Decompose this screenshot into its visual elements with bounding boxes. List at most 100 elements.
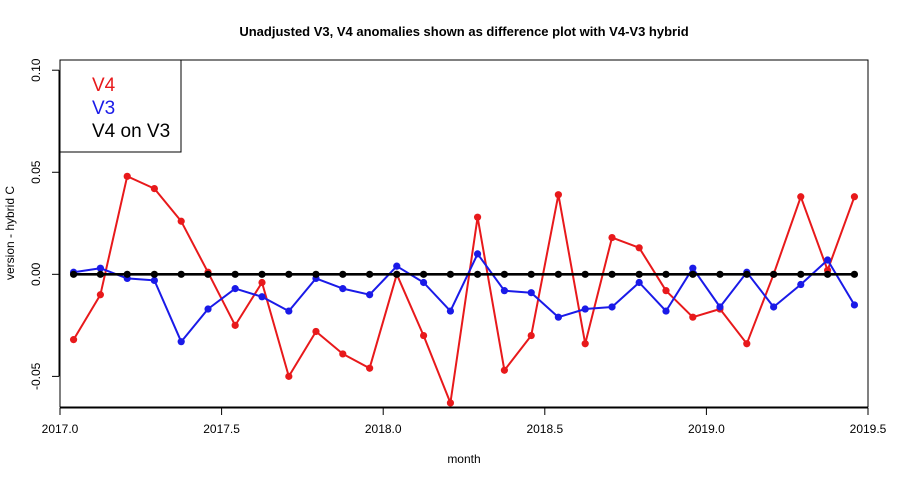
data-point-v4	[231, 321, 239, 329]
data-point-v4-on-v3	[177, 270, 185, 278]
series-v4-on-v3	[69, 270, 859, 278]
data-point-v4-on-v3	[635, 270, 643, 278]
data-point-v3	[716, 303, 724, 311]
data-point-v4	[527, 331, 535, 340]
series-v3	[69, 250, 859, 346]
data-point-v4	[177, 217, 185, 225]
data-point-v4-on-v3	[689, 270, 697, 278]
series-line-v3	[73, 252, 856, 343]
data-point-v3	[446, 307, 455, 315]
data-point-v3	[527, 289, 535, 297]
data-point-v3	[770, 303, 778, 311]
data-point-v3	[177, 338, 185, 346]
data-point-v3	[339, 285, 347, 293]
data-point-v4-on-v3	[716, 270, 724, 278]
data-point-v4	[689, 313, 697, 321]
data-point-v4-on-v3	[204, 270, 212, 278]
data-point-v3	[635, 278, 643, 287]
x-axis-label: month	[447, 452, 480, 466]
data-point-v4-on-v3	[581, 270, 589, 278]
data-point-v3	[420, 278, 428, 287]
data-point-v4	[285, 372, 293, 380]
x-axis: 2017.0 2017.5 2018.0 2018.5 2019.0 2019.5	[42, 407, 887, 436]
data-point-v4-on-v3	[797, 270, 805, 278]
y-axis: -0.05 0.00 0.05 0.10	[29, 58, 60, 390]
data-point-v4-on-v3	[258, 270, 266, 278]
data-point-v3	[689, 264, 697, 272]
legend: V4 V3 V4 on V3	[59, 59, 182, 153]
y-tick-label: 0.00	[29, 262, 43, 286]
data-point-v3	[581, 305, 589, 313]
x-tick-label: 2017.5	[203, 422, 240, 436]
data-point-v4-on-v3	[366, 270, 374, 278]
y-tick-label: 0.05	[29, 160, 43, 184]
data-point-v4-on-v3	[285, 270, 293, 278]
data-point-v3	[554, 313, 562, 321]
x-tick-label: 2019.5	[850, 422, 887, 436]
data-point-v4-on-v3	[662, 270, 670, 278]
data-point-v3	[150, 276, 158, 285]
data-point-v3	[662, 307, 670, 315]
data-point-v4	[366, 364, 374, 372]
legend-entry-v4: V4	[92, 75, 116, 96]
data-point-v4-on-v3	[824, 270, 832, 278]
series-line-v4	[72, 175, 856, 404]
plot-frame	[59, 59, 869, 408]
series-v4	[69, 172, 859, 407]
data-point-v4	[150, 184, 158, 193]
legend-box	[59, 59, 182, 153]
data-point-v4-on-v3	[743, 270, 751, 278]
data-point-v4-on-v3	[339, 270, 347, 278]
data-point-v4	[662, 287, 670, 295]
data-point-v4-on-v3	[231, 270, 239, 278]
x-tick-label: 2017.0	[42, 422, 79, 436]
chart-title: Unadjusted V3, V4 anomalies shown as dif…	[239, 24, 688, 39]
x-tick-label: 2018.5	[526, 422, 563, 436]
data-point-v3	[824, 256, 832, 264]
data-point-v4	[500, 366, 508, 374]
data-point-v3	[204, 305, 212, 313]
series-layer	[69, 172, 859, 407]
data-point-v4	[850, 193, 859, 201]
data-point-v3	[231, 285, 239, 293]
y-tick-label: 0.10	[29, 58, 43, 82]
data-point-v4-on-v3	[500, 270, 508, 278]
data-point-v4-on-v3	[123, 270, 131, 278]
data-point-v3	[850, 301, 859, 309]
data-point-v3	[393, 262, 401, 270]
data-point-v4	[581, 340, 589, 348]
data-point-v4	[635, 244, 643, 252]
data-point-v3	[500, 287, 508, 295]
y-tick-label: -0.05	[29, 362, 43, 390]
data-point-v4	[446, 399, 455, 407]
data-point-v4	[96, 291, 104, 299]
x-tick-label: 2019.0	[688, 422, 725, 436]
data-point-v3	[473, 250, 482, 258]
y-axis-label: version - hybrid C	[3, 186, 17, 280]
data-point-v4	[554, 191, 562, 199]
data-point-v4	[743, 340, 751, 348]
legend-entry-v3: V3	[92, 98, 115, 119]
data-point-v4-on-v3	[850, 270, 859, 278]
data-point-v4-on-v3	[393, 270, 401, 278]
data-point-v4	[258, 278, 266, 287]
data-point-v3	[608, 303, 616, 311]
data-point-v3	[366, 291, 374, 299]
data-point-v4	[339, 350, 347, 358]
data-point-v4	[420, 331, 428, 340]
legend-entry-v4-on-v3: V4 on V3	[92, 121, 170, 142]
data-point-v4-on-v3	[608, 270, 616, 278]
data-point-v4-on-v3	[473, 270, 482, 278]
data-point-v4	[312, 327, 320, 336]
data-point-v4-on-v3	[150, 270, 158, 278]
data-point-v4	[123, 172, 131, 180]
data-point-v4-on-v3	[770, 270, 778, 278]
data-point-v4-on-v3	[527, 270, 535, 278]
data-point-v3	[285, 307, 293, 315]
data-point-v4	[608, 233, 616, 242]
data-point-v4-on-v3	[554, 270, 562, 278]
data-point-v4	[797, 193, 805, 201]
data-point-v4-on-v3	[312, 270, 320, 278]
data-point-v4-on-v3	[420, 270, 428, 278]
